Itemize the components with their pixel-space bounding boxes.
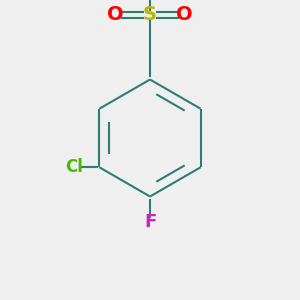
Text: O: O (176, 5, 193, 25)
Text: O: O (107, 5, 124, 25)
Text: Cl: Cl (65, 158, 83, 176)
Text: S: S (143, 5, 157, 25)
Text: F: F (144, 213, 156, 231)
